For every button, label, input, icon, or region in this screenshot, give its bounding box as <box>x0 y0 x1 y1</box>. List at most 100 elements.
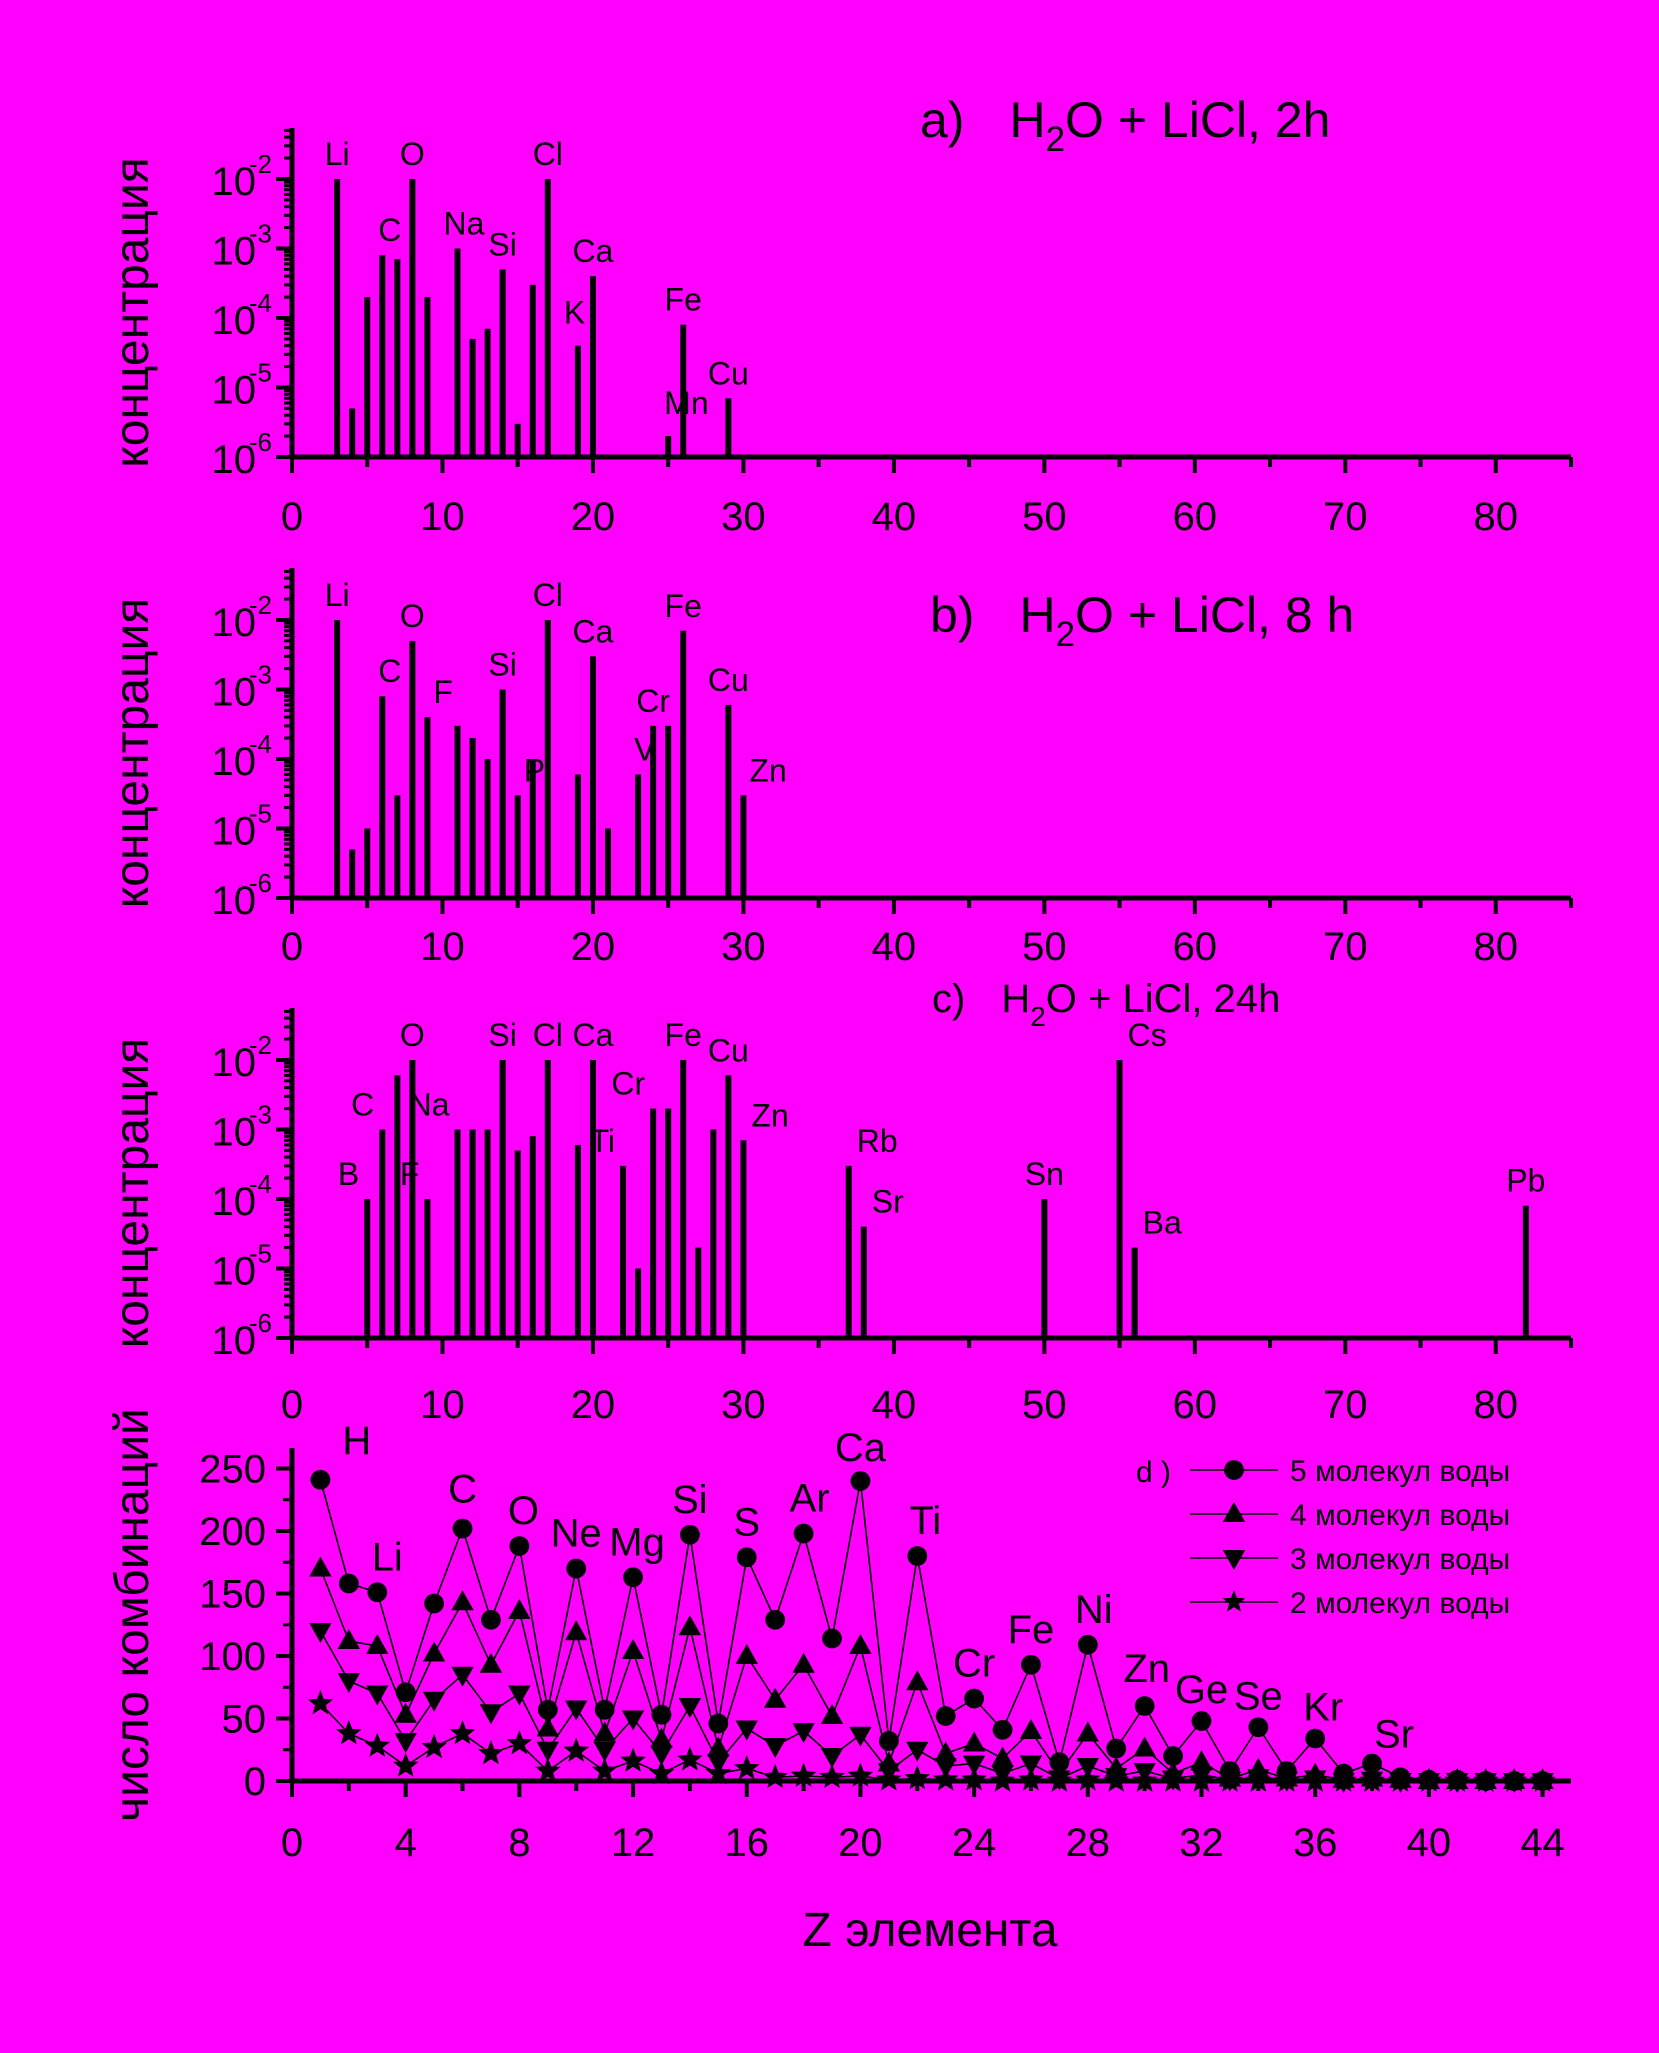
bar-label-Sr: Sr <box>872 1184 904 1220</box>
bar-label-C: C <box>378 653 401 689</box>
y-tick-label: 10 <box>212 1319 257 1363</box>
series-4-point-z42 <box>1472 1767 1499 1792</box>
series-4-point-z39 <box>1387 1767 1414 1792</box>
series-2-point-z12 <box>621 1639 645 1659</box>
x-tick-label: 60 <box>1173 1383 1218 1427</box>
series-1-point-z20 <box>850 1471 871 1491</box>
bar-z20 <box>589 1060 596 1338</box>
title-part-title_prefix: a) <box>920 92 964 148</box>
series-2-point-z14 <box>678 1615 702 1636</box>
bar-z15 <box>514 795 521 898</box>
bar-label-Si: Si <box>488 1017 516 1053</box>
bar-z16 <box>529 759 536 898</box>
y-tick-label: 10 <box>212 160 257 204</box>
title-part-title_h: H <box>1019 587 1055 643</box>
y-tick-label: 10 <box>212 601 257 645</box>
series-2-point-z26 <box>1019 1719 1043 1739</box>
bar-label-O: O <box>400 1017 425 1053</box>
legend-label-3: 3 молекул воды <box>1290 1543 1510 1576</box>
series-1-point-z22 <box>907 1546 928 1566</box>
series-1-point-z1 <box>310 1469 331 1490</box>
bar-label-Cu: Cu <box>708 1032 749 1068</box>
series-1-point-z38 <box>1362 1753 1382 1774</box>
series-2-point-z19 <box>820 1704 844 1724</box>
bar-z19 <box>574 1144 581 1338</box>
y-tick-exponent: -4 <box>249 1169 272 1199</box>
series-3-point-z12 <box>621 1710 645 1731</box>
series-3-point-z18 <box>792 1723 815 1743</box>
title-part-title_h: H <box>1009 92 1045 148</box>
y-axis-label-a: концентрация <box>106 157 159 468</box>
series-2-point-z25 <box>991 1746 1014 1767</box>
y-tick-label: 10 <box>212 810 257 854</box>
bar-z7 <box>394 259 401 457</box>
x-tick-label: 40 <box>872 495 917 539</box>
series-3-point-z8 <box>508 1685 531 1706</box>
element-label-Si: Si <box>672 1478 708 1522</box>
series-4-point-z35 <box>1273 1767 1300 1792</box>
series-4-point-z37 <box>1330 1767 1357 1792</box>
title-part-title_rest: O + LiCl, 8 h <box>1075 587 1354 643</box>
series-4-point-z2 <box>336 1720 362 1745</box>
element-label-Fe: Fe <box>1008 1608 1055 1652</box>
series-1-point-z16 <box>736 1547 757 1568</box>
y-tick-label: 10 <box>212 740 257 784</box>
series-3-point-z20 <box>849 1726 872 1747</box>
bar-z4 <box>349 849 356 898</box>
series-2-point-z7 <box>479 1652 503 1673</box>
element-label-Kr: Kr <box>1303 1686 1343 1730</box>
y-tick-base: 10 <box>212 1041 257 1085</box>
series-1-point-z25 <box>992 1719 1013 1740</box>
legend-label-2: 4 молекул воды <box>1290 1499 1510 1532</box>
bar-z21 <box>604 828 611 898</box>
bar-z3 <box>334 620 341 898</box>
bar-label-Ca: Ca <box>572 1017 613 1053</box>
series-1-point-z8 <box>509 1536 530 1556</box>
element-label-H: H <box>342 1419 371 1463</box>
x-tick-label: 40 <box>872 1383 917 1427</box>
title-part-title_h: H <box>1001 977 1030 1021</box>
bar-label-Cl: Cl <box>533 577 563 613</box>
bar-z19 <box>574 345 581 457</box>
bar-label-Ca: Ca <box>572 613 613 649</box>
bar-label-Cs: Cs <box>1128 1017 1167 1053</box>
legend-marker-3 <box>1222 1550 1246 1570</box>
series-4-point-z25 <box>989 1767 1016 1792</box>
bar-label-Si: Si <box>488 226 516 262</box>
series-3-point-z24 <box>962 1755 986 1776</box>
bar-label-F: F <box>400 1156 420 1192</box>
y-tick-label: 10 <box>212 299 257 343</box>
bar-z6 <box>379 255 386 457</box>
series-1-point-z5 <box>424 1593 445 1614</box>
x-tick-label: 40 <box>1407 1821 1452 1865</box>
series-1-point-z29 <box>1106 1738 1127 1759</box>
y-tick-exponent: -5 <box>249 358 272 388</box>
y-tick-base: 10 <box>212 1111 257 1155</box>
x-tick-label: 20 <box>838 1821 883 1865</box>
y-tick-base: 10 <box>212 740 257 784</box>
series-4-point-z44 <box>1529 1767 1556 1792</box>
series-1-point-z17 <box>765 1609 786 1630</box>
bar-z25 <box>665 1108 672 1338</box>
x-tick-label: 24 <box>952 1821 997 1865</box>
y-tick-label: 10 <box>212 879 257 923</box>
series-4-point-z10 <box>563 1737 590 1762</box>
y-tick-label: 10 <box>212 1041 257 1085</box>
x-tick-label: 60 <box>1173 495 1218 539</box>
series-2-point-z16 <box>735 1644 758 1664</box>
series-1-point-z3 <box>367 1582 388 1603</box>
series-4-point-z14 <box>677 1746 703 1771</box>
y-tick-base: 10 <box>212 1250 257 1294</box>
x-tick-label: 20 <box>571 1383 616 1427</box>
title-part-title_rest: O + LiCl, 24h <box>1046 977 1281 1021</box>
bar-label-Fe: Fe <box>665 282 702 318</box>
legend-label-4: 2 молекул воды <box>1290 1587 1510 1620</box>
bar-z6 <box>379 1129 386 1338</box>
bar-z6 <box>379 696 386 898</box>
title-part-title_sub: 2 <box>1030 1001 1046 1032</box>
bar-z5 <box>364 297 371 457</box>
bar-z11 <box>454 725 461 898</box>
series-3-point-z6 <box>451 1666 474 1687</box>
bar-label-Cu: Cu <box>708 662 749 698</box>
